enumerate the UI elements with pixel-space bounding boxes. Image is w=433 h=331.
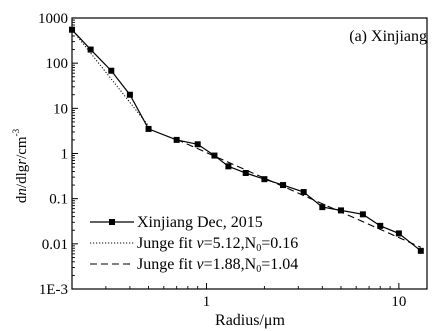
- legend-label-fit-small: Junge fit v=5.12,N0=0.16: [137, 235, 298, 254]
- series-fit-large-line: [176, 138, 422, 248]
- series-measured-marker: [108, 67, 115, 74]
- series-measured-marker: [87, 46, 94, 53]
- series-measured-marker: [359, 211, 366, 218]
- legend: Xinjiang Dec, 2015 Junge fit v=5.12,N0=0…: [90, 214, 298, 275]
- series-fit-small-line: [71, 29, 149, 127]
- fit-large-pre: Junge fit: [137, 256, 197, 273]
- y-axis-label-sup: -3: [11, 128, 21, 136]
- legend-marker-measured: [109, 219, 115, 225]
- fit-large-post: =1.04: [261, 256, 298, 273]
- y-axis-label-post: /cm: [14, 136, 30, 159]
- series-layer: [69, 26, 424, 254]
- y-axis-label-n: n: [14, 188, 30, 196]
- y-axis-label: dn/dlgr/cm-3: [11, 128, 30, 203]
- series-measured-marker: [319, 204, 326, 211]
- series-measured-marker: [69, 26, 75, 33]
- fit-small-pre: Junge fit: [137, 235, 197, 252]
- y-axis-label-r: r: [14, 159, 30, 165]
- series-measured-marker: [225, 163, 232, 170]
- series-measured-marker: [145, 125, 152, 132]
- series-measured-marker: [242, 170, 249, 177]
- fit-large-sub: 0: [256, 264, 261, 275]
- series-measured-marker: [126, 91, 133, 98]
- series-measured-marker: [337, 207, 344, 214]
- y-tick-label: 100: [46, 56, 69, 72]
- chart-annotation: (a) Xinjiang: [349, 28, 427, 45]
- legend-label-fit-large: Junge fit v=1.88,N0=1.04: [137, 256, 298, 275]
- fit-large-v: v: [197, 256, 205, 273]
- fit-large-eq: =1.88,N: [204, 256, 257, 273]
- series-measured-marker: [377, 222, 384, 229]
- series-measured-marker: [211, 152, 218, 159]
- y-tick-label: 1000: [38, 11, 68, 27]
- series-measured-marker: [300, 189, 307, 196]
- fit-small-post: =0.16: [261, 235, 298, 252]
- y-tick-label: 0.1: [49, 192, 68, 208]
- fit-small-sub: 0: [256, 243, 261, 254]
- fit-small-v: v: [197, 235, 205, 252]
- series-measured-marker: [280, 182, 287, 189]
- series-measured-marker: [194, 141, 201, 148]
- y-axis-ticks: 1000 100 10 1 0.1 0.01 1E-3: [38, 11, 78, 298]
- series-measured-marker: [395, 230, 402, 237]
- x-tick-label: 10: [391, 294, 406, 310]
- x-axis-label: Radius/μm: [215, 312, 285, 329]
- series-measured-marker: [417, 247, 424, 254]
- fit-small-eq: =5.12,N: [204, 235, 257, 252]
- legend-label-measured: Xinjiang Dec, 2015: [137, 214, 263, 231]
- y-axis-label-pre: d: [14, 195, 30, 203]
- y-tick-label: 1: [61, 147, 69, 163]
- series-measured-marker: [261, 176, 268, 183]
- y-tick-label: 0.01: [42, 237, 68, 253]
- y-tick-label: 1E-3: [39, 282, 68, 298]
- y-axis-label-mid: /dlg: [14, 164, 30, 188]
- x-axis-ticks: 1 10: [71, 283, 406, 310]
- y-tick-label: 10: [53, 101, 68, 117]
- x-tick-label: 1: [203, 294, 211, 310]
